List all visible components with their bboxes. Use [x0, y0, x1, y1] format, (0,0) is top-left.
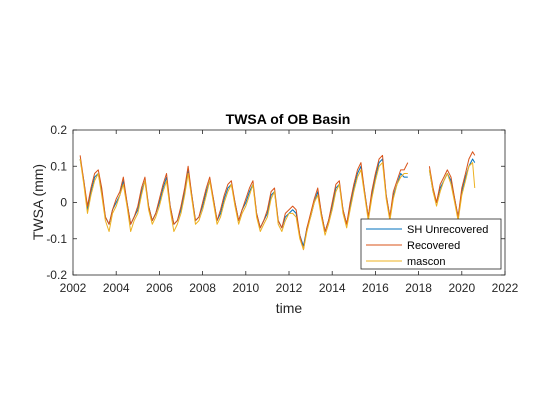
x-tick-label: 2022: [492, 281, 519, 295]
series-line-mascon-after-gap: [428, 162, 476, 222]
x-axis-label: time: [276, 300, 303, 316]
x-tick-label: 2020: [448, 281, 475, 295]
series-line-recovered: [79, 154, 409, 251]
series-line-mascon: [79, 158, 408, 251]
x-tick-label: 2008: [189, 281, 216, 295]
y-tick-label: 0.1: [50, 159, 67, 173]
series-layer: [79, 151, 476, 251]
y-tick-label: 0.2: [50, 123, 67, 137]
series-line-sh-unrecovered: [79, 158, 408, 247]
y-axis: -0.2 -0.1 0 0.1 0.2: [46, 123, 505, 282]
y-tick-label: 0: [60, 196, 67, 210]
chart-title: TWSA of OB Basin: [226, 111, 351, 127]
y-tick-label: -0.2: [46, 268, 67, 282]
x-tick-label: 2002: [60, 281, 87, 295]
legend: SH Unrecovered Recovered mascon: [360, 218, 502, 270]
x-tick-label: 2018: [405, 281, 432, 295]
legend-label-sh-unrecovered: SH Unrecovered: [407, 224, 488, 236]
series-line-recovered-after-gap: [428, 151, 476, 218]
x-tick-label: 2012: [276, 281, 303, 295]
x-tick-label: 2004: [103, 281, 130, 295]
y-axis-label: TWSA (mm): [30, 164, 46, 240]
x-tick-label: 2006: [146, 281, 173, 295]
legend-label-recovered: Recovered: [407, 240, 460, 252]
x-axis: 2002 2004 2006 2008 2010 2012 2014 2016 2018 2020…: [60, 130, 519, 295]
y-tick-label: -0.1: [46, 232, 67, 246]
x-tick-label: 2010: [232, 281, 259, 295]
x-tick-label: 2016: [362, 281, 389, 295]
legend-label-mascon: mascon: [407, 256, 446, 268]
x-tick-label: 2014: [319, 281, 346, 295]
